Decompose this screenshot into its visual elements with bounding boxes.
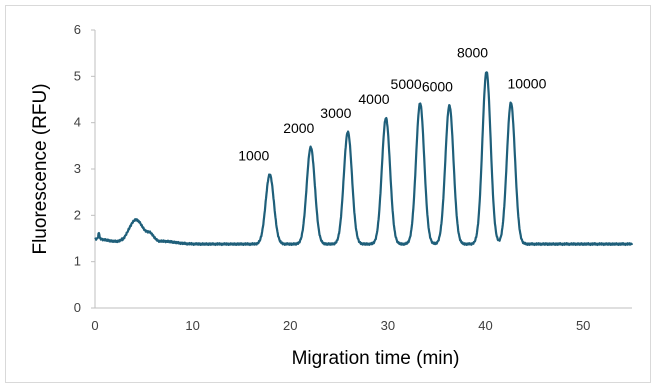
x-tick-label: 40 — [478, 318, 492, 333]
x-tick-label: 50 — [576, 318, 590, 333]
peak-label: 6000 — [422, 79, 453, 95]
y-tick-label: 4 — [74, 115, 81, 130]
x-axis-title: Migration time (min) — [292, 348, 460, 369]
y-tick-label: 5 — [74, 68, 81, 83]
axes — [91, 29, 632, 309]
x-tick-label: 20 — [283, 318, 297, 333]
y-tick-label: 3 — [74, 161, 81, 176]
trace-group — [94, 71, 634, 247]
peak-label: 10000 — [507, 76, 546, 92]
peak-label: 5000 — [391, 76, 422, 92]
peak-label: 8000 — [457, 45, 488, 61]
y-tick-label: 6 — [74, 22, 81, 37]
y-tick-label: 0 — [74, 300, 81, 315]
trace-line — [94, 71, 634, 247]
tick-labels: 0 1 2 3 4 5 6 0 10 20 30 40 50 — [74, 22, 591, 333]
x-tick-label: 0 — [91, 318, 98, 333]
peak-label: 4000 — [358, 91, 389, 107]
peak-label: 1000 — [238, 148, 269, 164]
peak-label: 2000 — [283, 120, 314, 136]
x-tick-label: 10 — [185, 318, 199, 333]
chart-frame: 0 1 2 3 4 5 6 0 10 20 30 40 50 1000 2000 3000 4000 5000 6… — [5, 5, 651, 383]
y-tick-label: 1 — [74, 254, 81, 269]
y-tick-label: 2 — [74, 207, 81, 222]
peak-label: 3000 — [320, 105, 351, 121]
y-axis-title: Fluorescence (RFU) — [30, 83, 51, 254]
x-tick-label: 30 — [381, 318, 395, 333]
